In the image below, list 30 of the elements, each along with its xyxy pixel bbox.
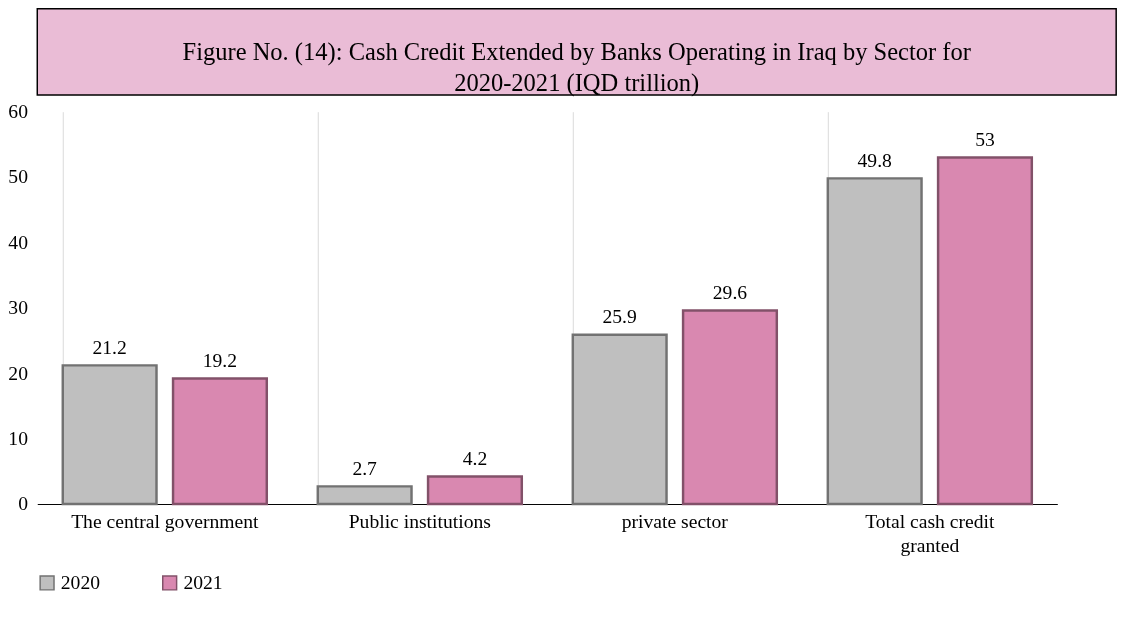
bar <box>681 309 779 506</box>
y-tick-label: 20 <box>8 362 29 384</box>
y-tick-label: 50 <box>8 166 29 188</box>
bar <box>936 156 1034 506</box>
legend-label: 2020 <box>60 571 101 593</box>
y-tick-label: 0 <box>18 493 29 515</box>
x-tick-label: Public institutions <box>348 511 491 533</box>
bar <box>426 475 524 506</box>
y-tick-label: 30 <box>8 297 29 319</box>
bar <box>571 333 668 506</box>
data-label: 21.2 <box>92 336 127 358</box>
data-label: 4.2 <box>462 447 488 469</box>
bar <box>316 485 413 506</box>
data-label: 29.6 <box>712 281 748 303</box>
data-label: 49.8 <box>857 149 893 171</box>
y-tick-label: 60 <box>8 101 29 123</box>
bar <box>61 364 158 506</box>
y-tick-label: 10 <box>8 428 29 450</box>
y-tick-label: 40 <box>8 231 29 253</box>
chart-title: Figure No. (14): Cash Credit Extended by Banks Operating in Iraq by Sector for 2020-2021 (IQD trillion) <box>182 37 971 98</box>
bar <box>171 377 269 506</box>
x-tick-label: private sector <box>621 511 729 533</box>
legend-label: 2021 <box>183 571 223 593</box>
data-label: 53 <box>975 128 995 150</box>
x-tick-label: Total cash credit granted <box>865 511 996 556</box>
x-tick-label: The central government <box>71 511 259 533</box>
data-label: 2.7 <box>352 457 378 479</box>
data-label: 25.9 <box>602 305 637 327</box>
bar <box>826 177 923 506</box>
data-label: 19.2 <box>202 349 238 371</box>
